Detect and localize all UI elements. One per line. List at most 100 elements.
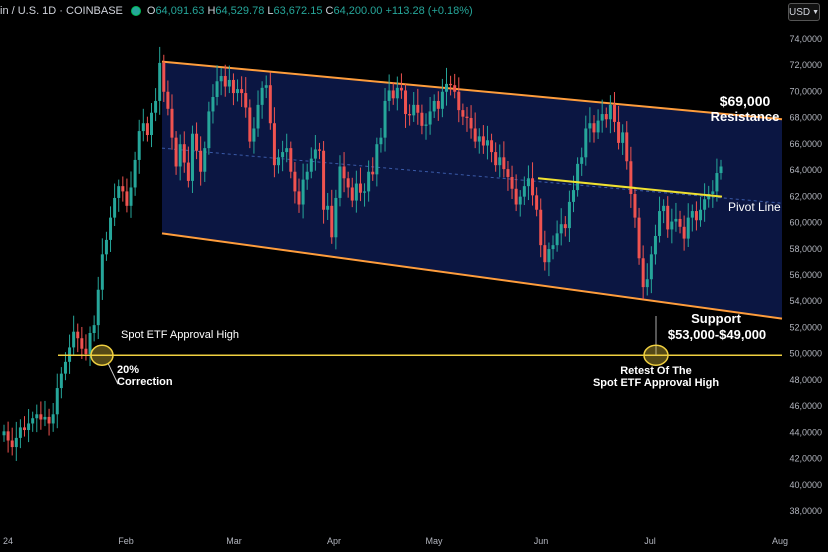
candle-body [477,136,481,142]
candle-body [244,93,248,108]
candle-body [129,187,133,206]
candle-body [346,178,350,188]
candle-body [715,173,719,192]
y-tick-label: 50,0000 [789,349,822,359]
candle-body [551,245,555,250]
candle-body [645,279,649,288]
candle-body [141,123,145,132]
y-tick-label: 74,0000 [789,34,822,44]
market-status-icon [130,6,141,16]
candle-body [76,331,80,339]
y-tick-label: 48,0000 [789,375,822,385]
candle-body [334,197,338,238]
currency-label: USD [788,6,811,18]
candle-body [182,144,186,163]
change-value: +113.28 (+0.18%) [385,5,473,17]
chart-header: in / U.S. 1D · COINBASE O64,091.63 H64,5… [0,0,780,22]
candle-body [100,254,104,290]
candle-body [39,414,43,420]
low-value: 63,672.15 [273,5,323,17]
candle-body [485,140,489,146]
candle-body [342,166,346,179]
x-tick-label: Apr [327,536,341,546]
y-tick-label: 42,0000 [789,454,822,464]
candle-body [658,211,662,236]
candle-body [621,132,625,143]
candle-body [293,171,297,192]
candle-body [174,137,178,167]
y-tick-label: 58,0000 [789,244,822,254]
candle-body [711,191,715,195]
candle-body [203,148,207,172]
candle-body [649,254,653,280]
candle-body [305,171,309,180]
candle-body [277,157,281,166]
candle-body [432,100,436,112]
open-label: O [146,5,156,17]
y-tick-label: 54,0000 [789,296,822,306]
support-range-label: $53,000-$49,000 [668,327,766,342]
candle-body [412,104,416,116]
candle-body [457,91,461,111]
candle-body [301,179,305,205]
candle-body [207,111,211,149]
candle-body [371,171,375,175]
candle-body [494,152,498,166]
candle-body [526,178,530,187]
candle-body [260,87,264,105]
currency-select[interactable]: USD ▼ [788,3,820,21]
candle-body [600,114,604,121]
candle-body [281,152,285,158]
y-tick-label: 38,0000 [789,506,822,516]
candle-body [416,104,420,113]
candle-body [367,171,371,192]
candle-body [375,144,379,175]
candle-body [469,117,473,129]
candle-body [170,108,174,138]
close-value: 64,200.00 [333,5,383,17]
candle-body [567,201,571,229]
candle-body [514,188,518,205]
candle-body [289,148,293,172]
x-tick-label: Jul [644,536,656,546]
candle-body [539,209,543,246]
candle-body [166,91,170,109]
y-tick-label: 44,0000 [789,427,822,437]
candle-body [428,111,432,125]
chevron-down-icon: ▼ [812,8,820,16]
candle-body [641,258,645,288]
annotation-labels: $69,000 Resistance Pivot Line Support $5… [117,93,781,389]
candle-body [109,217,113,240]
high-value: 64,529.78 [215,5,265,17]
candle-body [72,331,76,348]
candle-body [387,90,391,101]
candle-body [559,224,563,234]
candle-body [240,89,244,94]
candle-body [338,166,342,198]
candle-body [354,183,358,201]
candle-body [391,90,395,99]
y-tick-label: 46,0000 [789,401,822,411]
correction-label: Correction [117,376,173,388]
candle-body [186,162,190,181]
candle-body [555,233,559,246]
candle-body [358,183,362,193]
candle-body [502,157,506,170]
x-tick-label: Feb [118,536,134,546]
candle-body [252,128,256,142]
candle-body [145,123,149,136]
candle-body [682,226,686,239]
candle-body [297,191,301,205]
candle-body [285,148,289,153]
candle-body [154,100,158,113]
candle-body [535,195,539,210]
candle-body [248,107,252,142]
y-tick-label: 70,0000 [789,86,822,96]
candle-body [92,325,96,333]
axis-layer: 74,0000 72,0000 70,0000 68,0000 66,0000 64,00… [3,34,822,546]
candle-body [444,83,448,92]
candle-body [84,348,88,354]
candle-body [678,218,682,227]
symbol-label: in / U.S. 1D · COINBASE [0,5,123,17]
